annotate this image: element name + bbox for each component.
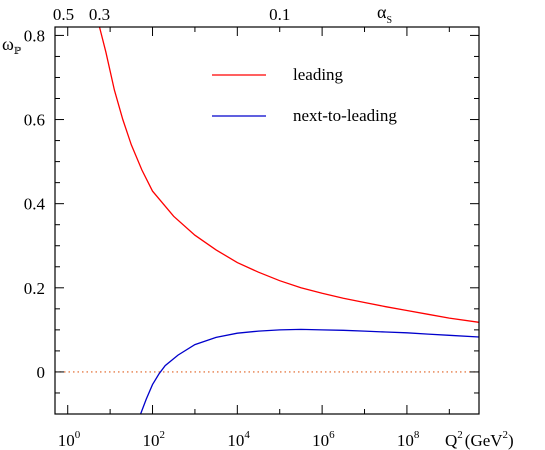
x-axis-label: Q2 (GeV2) xyxy=(445,429,514,450)
y-tick-labels: 0 0.2 0.4 0.6 0.8 xyxy=(24,26,46,382)
y-tick-label: 0.4 xyxy=(24,195,46,214)
x-tick-label: 108 xyxy=(397,429,420,450)
top-tick-label: 0.5 xyxy=(53,5,74,24)
y-axis-label: ωℙ xyxy=(2,34,21,57)
legend: leading next-to-leading xyxy=(212,65,397,125)
top-tick-label: 0.3 xyxy=(89,5,110,24)
y-tick-label: 0.8 xyxy=(24,26,45,45)
series-line-leading xyxy=(98,26,480,323)
axis-ticks xyxy=(55,27,479,415)
plot-frame xyxy=(54,26,480,415)
x-tick-label: 106 xyxy=(312,429,335,450)
y-tick-label: 0.6 xyxy=(24,111,45,130)
y-tick-label: 0 xyxy=(37,363,46,382)
legend-label-next-to-leading: next-to-leading xyxy=(293,106,397,125)
x-tick-label: 104 xyxy=(227,429,250,450)
series-line-next-to-leading xyxy=(139,328,480,415)
top-tick-label: 0.1 xyxy=(269,5,290,24)
top-alpha-tick-labels: 0.5 0.3 0.1 xyxy=(53,5,290,24)
x-tick-label: 102 xyxy=(143,429,166,450)
y-tick-label: 0.2 xyxy=(24,279,45,298)
top-axis-label: αS xyxy=(377,2,392,26)
legend-label-leading: leading xyxy=(293,65,344,84)
x-tick-label: 100 xyxy=(58,429,81,450)
x-tick-labels: 100 102 104 106 108 xyxy=(58,429,420,450)
